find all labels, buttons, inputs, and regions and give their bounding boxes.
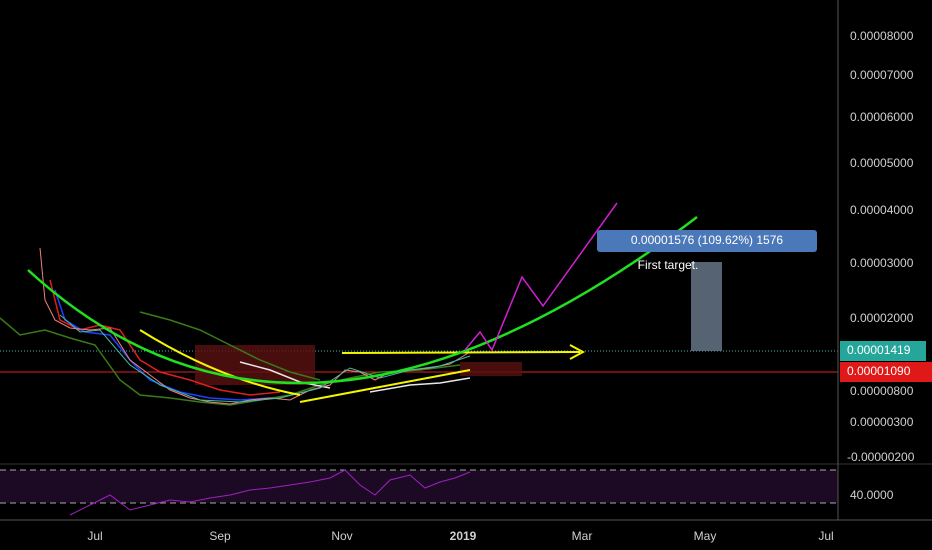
trend-curve — [139, 329, 301, 396]
current-price: 0.00001419 — [847, 343, 911, 357]
rsi-line — [69, 469, 471, 516]
ma-white — [239, 361, 331, 389]
price-axis: 0.00008000 0.00007000 0.00006000 0.00005… — [847, 29, 915, 464]
ma-blue — [54, 289, 271, 401]
price-label: 0.00006000 — [850, 110, 914, 124]
price-label: 0.00003000 — [850, 256, 914, 270]
line-price: 0.00001090 — [847, 364, 911, 378]
note: First target. — [638, 258, 699, 272]
cloud-edge — [139, 311, 321, 381]
price-label: 0.00000300 — [850, 415, 914, 429]
cloud — [460, 362, 522, 376]
time-label: Sep — [209, 529, 231, 543]
rsi-band — [0, 470, 838, 503]
cloud — [195, 345, 315, 385]
price-label: 0.00005000 — [850, 156, 914, 170]
price-candles — [59, 314, 471, 403]
lagging-line — [0, 317, 461, 406]
time-label: May — [694, 529, 717, 543]
price-label: 0.00008000 — [850, 29, 914, 43]
time-label: Jul — [87, 529, 102, 543]
ma-white — [369, 377, 471, 393]
arrow-head — [569, 344, 586, 360]
time-label: Mar — [572, 529, 593, 543]
measure-label-box — [597, 230, 817, 252]
price-label: 0.00000800 — [850, 384, 914, 398]
measure-box — [691, 262, 722, 351]
price-label: -0.00000200 — [847, 450, 915, 464]
time-label: 2019 — [450, 529, 477, 543]
time-label: Nov — [331, 529, 352, 543]
cup-curve — [27, 216, 698, 385]
projection-path — [464, 202, 618, 352]
time-label: Jul — [818, 529, 833, 543]
time-axis: Jul Sep Nov 2019 Mar May Jul — [87, 529, 833, 543]
measure-label: 0.00001576 (109.62%) 1576 — [631, 233, 783, 247]
line-price-tag — [840, 362, 932, 382]
rsi-label: 40.0000 — [850, 488, 894, 502]
current-price-tag — [840, 341, 926, 361]
price-label: 0.00004000 — [850, 203, 914, 217]
trend-line — [299, 369, 471, 403]
price-label: 0.00002000 — [850, 311, 914, 325]
drawings: 0.00001576 (109.62%) 1576 First target. — [0, 202, 838, 406]
price-label: 0.00007000 — [850, 68, 914, 82]
